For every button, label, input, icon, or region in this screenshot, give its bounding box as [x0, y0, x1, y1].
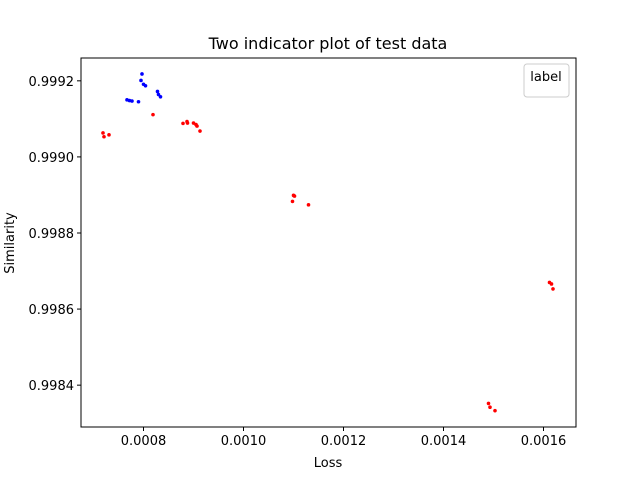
x-tick-label: 0.0008: [121, 434, 167, 449]
data-point: [140, 72, 144, 76]
data-point: [158, 95, 163, 99]
data-point: [185, 121, 190, 125]
data-point: [306, 203, 311, 207]
data-point: [155, 89, 160, 94]
x-axis-ticks: 0.0008 0.0010 0.0012 0.0014 0.0016: [121, 427, 567, 449]
data-point: [198, 129, 202, 133]
data-points: [101, 72, 555, 413]
x-tick-label: 0.0010: [221, 434, 267, 449]
y-tick-label: 0.9986: [29, 303, 75, 318]
data-point: [292, 194, 297, 198]
y-axis-label: Similarity: [3, 212, 18, 274]
data-point: [181, 121, 185, 126]
x-tick-label: 0.0016: [521, 434, 567, 449]
x-axis-label: Loss: [314, 456, 343, 471]
data-point: [488, 405, 492, 410]
data-point: [551, 287, 555, 291]
y-tick-label: 0.9992: [29, 75, 75, 90]
legend: label: [523, 63, 570, 98]
data-point: [151, 112, 155, 117]
data-point: [493, 408, 497, 413]
data-point: [486, 401, 491, 406]
x-tick-label: 0.0012: [321, 434, 367, 449]
data-point: [143, 83, 148, 88]
data-point: [549, 282, 554, 286]
y-tick-label: 0.9984: [29, 379, 75, 394]
y-tick-label: 0.9988: [29, 227, 75, 242]
x-tick-label: 0.0014: [421, 434, 467, 449]
data-point: [130, 99, 134, 103]
data-point: [101, 131, 105, 135]
chart-title: Two indicator plot of test data: [208, 34, 448, 53]
data-point: [195, 124, 199, 128]
legend-box: [523, 63, 570, 98]
plot-frame: [80, 57, 577, 428]
data-point: [102, 134, 106, 139]
y-axis-ticks: 0.9984 0.9986 0.9988 0.9990 0.9992: [29, 75, 81, 394]
data-point: [136, 99, 141, 104]
data-point: [139, 78, 143, 83]
y-tick-label: 0.9990: [29, 151, 75, 166]
data-point: [107, 133, 111, 137]
data-point: [290, 199, 295, 204]
legend-title: label: [530, 70, 561, 85]
